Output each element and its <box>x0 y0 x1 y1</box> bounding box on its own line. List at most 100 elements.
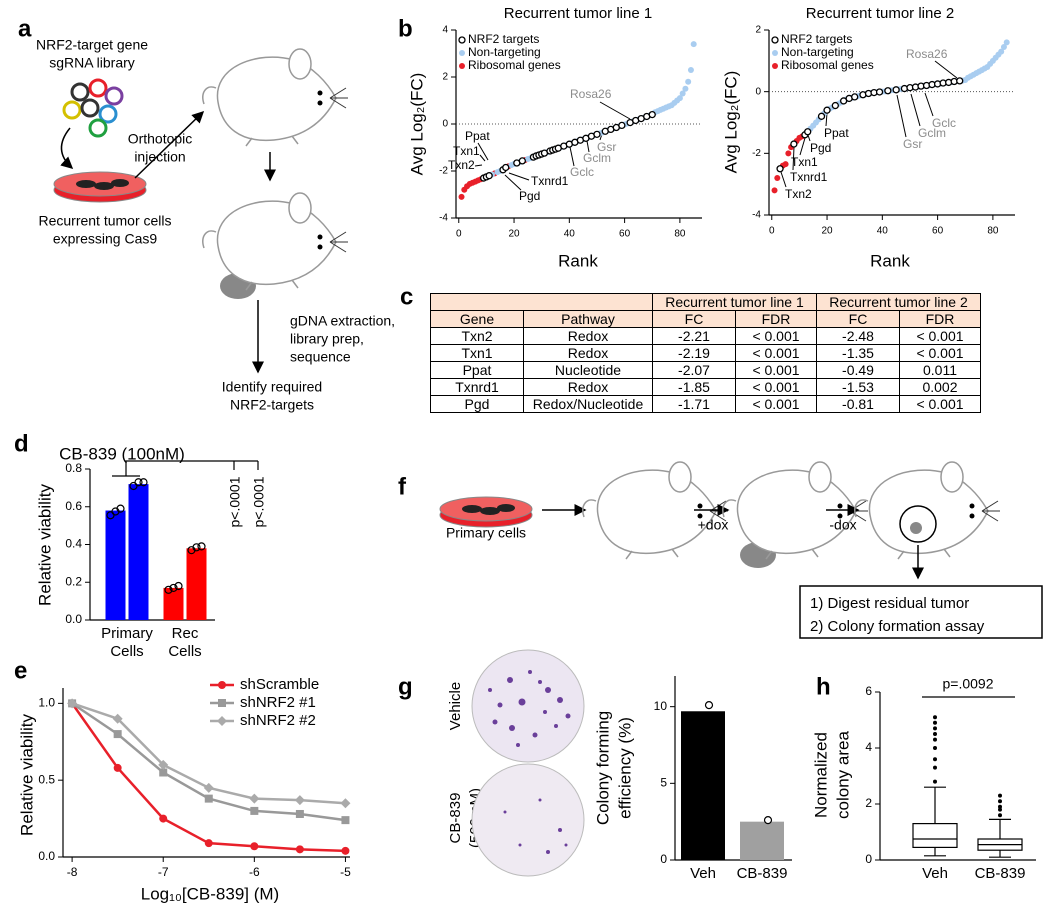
y-axis-label: Relative viability <box>17 714 36 836</box>
point <box>250 806 259 815</box>
table-cell: -2.48 <box>816 327 900 345</box>
mouse <box>202 48 349 147</box>
table-cell: Redox <box>523 344 653 362</box>
x-tick-label: 80 <box>674 229 686 240</box>
y-tick-label: -4 <box>752 210 761 221</box>
replicate-point <box>174 581 183 591</box>
chart-title: Recurrent tumor line 2 <box>806 5 954 22</box>
point <box>204 839 213 848</box>
annotation: Txn2 <box>785 187 812 201</box>
table-cell: -1.53 <box>816 378 900 396</box>
annotation-leader <box>474 164 483 167</box>
legend-label: shScramble <box>240 676 319 693</box>
legend-label: NRF2 targets <box>781 32 852 46</box>
annotation-leader <box>910 93 921 127</box>
outlier <box>933 757 937 762</box>
label: NRF2-targets <box>230 397 314 413</box>
table-cell: < 0.001 <box>735 395 817 413</box>
x-tick-label: CB-839 <box>737 865 788 882</box>
annotation-leader <box>799 137 806 156</box>
label: +dox <box>698 517 729 533</box>
label: Identify required <box>222 379 322 395</box>
outlier <box>998 799 1002 804</box>
table-row: Txn1 Redox -2.19 < 0.001 -1.35 < 0.001 <box>430 344 981 362</box>
panel-label: h <box>816 673 831 700</box>
annotation-leader <box>477 142 489 161</box>
outlier <box>998 807 1002 812</box>
point <box>204 794 213 803</box>
table-cell: FC <box>816 310 900 328</box>
outlier <box>998 804 1002 809</box>
point <box>295 809 304 818</box>
table-cell: FDR <box>735 310 817 328</box>
table-cell: FDR <box>899 310 981 328</box>
annotation: Txn1 <box>453 144 480 158</box>
table-row: Pgd Redox/Nucleotide -1.71 < 0.001 -0.81 < 0.… <box>430 395 981 413</box>
legend-marker <box>459 50 465 56</box>
bar <box>681 711 725 860</box>
outlier <box>933 779 937 784</box>
point <box>875 88 884 96</box>
y-tick-label: 0.2 <box>65 574 82 588</box>
annotation-leader <box>508 172 530 181</box>
table-cell: < 0.001 <box>735 378 817 396</box>
label: NRF2-target gene <box>36 37 148 53</box>
x-tick-label: Veh <box>690 865 716 882</box>
point <box>782 161 789 168</box>
y-tick-label: 2 <box>442 72 448 83</box>
y-tick-label: 0.0 <box>65 612 82 626</box>
y-axis-label: efficiency (%) <box>615 717 634 819</box>
x-tick-label: 40 <box>877 226 889 237</box>
x-tick-label: -7 <box>158 865 169 879</box>
replicate-point <box>164 585 173 594</box>
x-tick-label: 20 <box>508 229 520 240</box>
x-tick-label: 60 <box>619 229 631 240</box>
point <box>218 699 226 707</box>
point <box>771 187 778 194</box>
y-axis-label: colony area <box>833 731 852 819</box>
point <box>823 106 831 114</box>
table-cell: Redox <box>523 327 653 345</box>
replicate-point <box>197 542 206 551</box>
label: 2) Colony formation assay <box>810 618 985 635</box>
x-tick-label: 40 <box>564 229 576 240</box>
table-cell: -0.81 <box>816 395 900 413</box>
y-tick-label: 0 <box>865 852 872 866</box>
y-tick-label: 0 <box>755 86 761 97</box>
point <box>341 846 350 855</box>
point <box>1000 43 1007 50</box>
y-tick-label: 0.6 <box>65 499 82 513</box>
table-cell: Txn1 <box>430 344 524 362</box>
table-cell: Recurrent tumor line 1 <box>652 293 817 311</box>
outlier <box>933 746 937 750</box>
point <box>341 816 350 825</box>
steps-box <box>799 585 1043 639</box>
x-tick-label: 20 <box>821 226 833 237</box>
outlier <box>933 726 937 731</box>
point <box>774 175 781 181</box>
arrow <box>134 110 205 179</box>
point <box>218 681 226 689</box>
point <box>679 90 686 97</box>
table-row: Ppat Nucleotide -2.07 < 0.001 -0.49 0.011 <box>430 361 981 379</box>
table-cell: Ppat <box>430 361 524 379</box>
y-tick-label: 5 <box>660 776 667 790</box>
point <box>203 782 214 793</box>
point <box>159 814 168 823</box>
label: 1) Digest residual tumor <box>810 595 969 612</box>
point <box>682 85 689 92</box>
bar <box>740 821 784 860</box>
label: Vehicle <box>447 682 464 730</box>
annotation-leader <box>586 140 590 153</box>
table-cell: < 0.001 <box>735 327 817 345</box>
point <box>618 121 626 130</box>
replicate-point <box>116 504 125 513</box>
mouse <box>202 192 349 291</box>
x-tick-label: Primary <box>101 625 153 642</box>
legend-label: Ribosomal genes <box>781 58 874 72</box>
point <box>158 759 169 770</box>
point <box>458 193 465 200</box>
table-cell: -2.21 <box>652 327 736 345</box>
y-axis-label: Colony forming <box>593 711 612 825</box>
x-tick-label: Cells <box>168 643 201 660</box>
